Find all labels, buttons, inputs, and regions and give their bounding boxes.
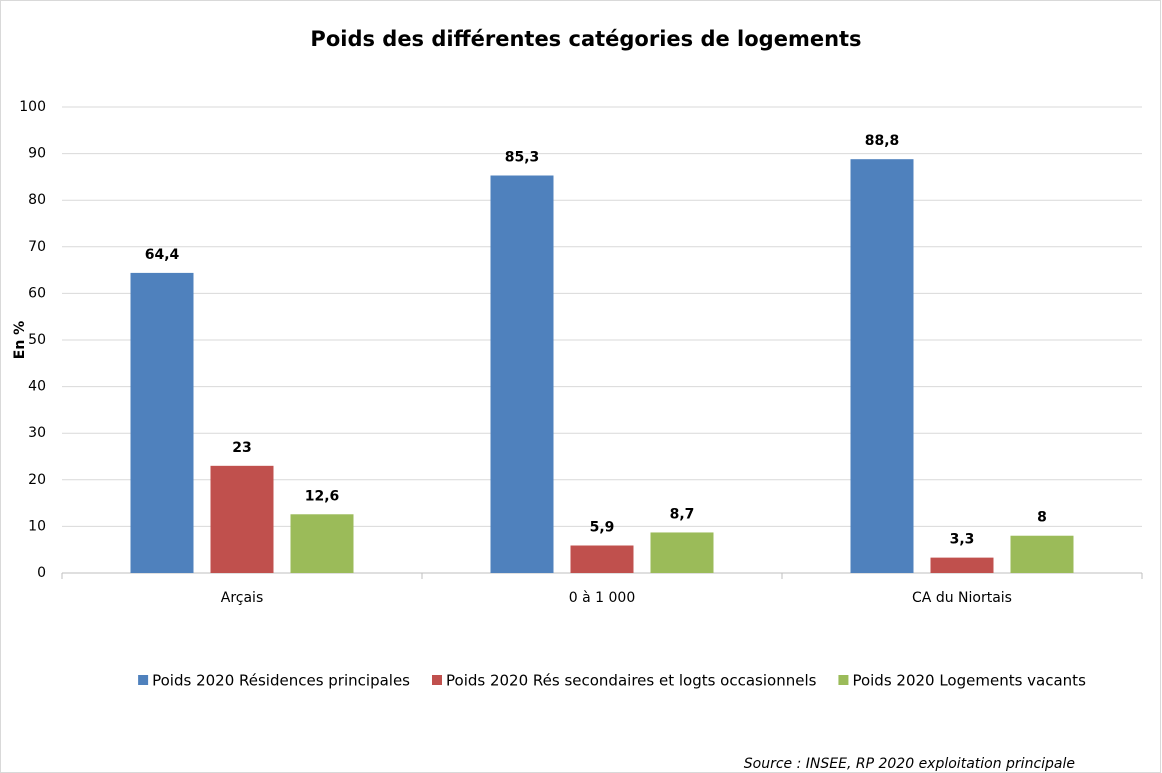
bar — [930, 557, 994, 573]
bar — [1010, 535, 1074, 573]
bar — [130, 272, 194, 573]
data-label: 12,6 — [305, 488, 340, 504]
legend-swatch — [138, 675, 149, 685]
x-tick-label: CA du Niortais — [912, 590, 1012, 606]
legend-label: Poids 2020 Résidences principales — [152, 672, 410, 690]
data-label: 8,7 — [670, 506, 695, 522]
y-axis-label: En % — [12, 321, 28, 359]
bar — [290, 514, 354, 573]
data-label: 5,9 — [590, 520, 615, 536]
bar — [210, 465, 274, 573]
y-tick-label: 80 — [28, 192, 46, 208]
data-label: 85,3 — [505, 150, 540, 166]
y-tick-label: 60 — [28, 285, 46, 301]
x-tick-label: Arçais — [221, 590, 264, 606]
y-tick-label: 50 — [28, 332, 46, 348]
y-tick-label: 0 — [37, 565, 46, 581]
data-label: 88,8 — [865, 133, 900, 149]
x-tick-label: 0 à 1 000 — [569, 590, 635, 606]
y-tick-label: 30 — [28, 425, 46, 441]
data-label: 8 — [1037, 510, 1047, 526]
data-label: 64,4 — [145, 247, 180, 263]
y-tick-label: 10 — [28, 518, 46, 534]
bar — [490, 175, 554, 573]
source-note: Source : INSEE, RP 2020 exploitation pri… — [744, 756, 1075, 772]
legend-label: Poids 2020 Logements vacants — [852, 672, 1086, 690]
bar — [650, 532, 714, 573]
y-tick-label: 90 — [28, 146, 46, 162]
y-tick-label: 70 — [28, 239, 46, 255]
chart-title: Poids des différentes catégories de loge… — [310, 27, 861, 51]
legend-swatch — [838, 675, 849, 685]
legend-swatch — [432, 675, 442, 685]
y-tick-label: 40 — [28, 379, 46, 395]
bar — [850, 159, 914, 573]
y-tick-label: 20 — [28, 472, 46, 488]
data-label: 3,3 — [950, 532, 975, 548]
y-tick-label: 100 — [19, 99, 46, 115]
bar — [570, 545, 634, 573]
data-label: 23 — [232, 440, 251, 456]
legend-label: Poids 2020 Rés secondaires et logts occa… — [446, 672, 817, 690]
